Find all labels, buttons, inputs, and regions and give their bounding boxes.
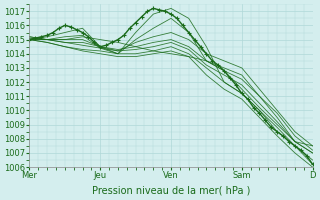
- X-axis label: Pression niveau de la mer( hPa ): Pression niveau de la mer( hPa ): [92, 186, 250, 196]
